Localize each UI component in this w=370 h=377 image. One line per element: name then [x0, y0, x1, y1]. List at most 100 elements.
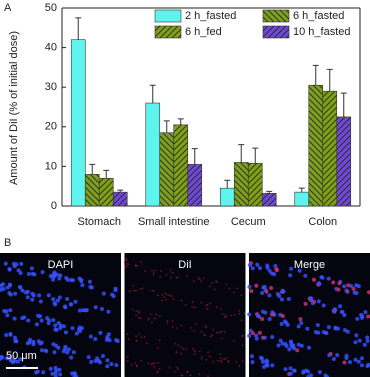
- cell: [286, 296, 291, 301]
- cell: [262, 284, 267, 289]
- cell: [4, 356, 9, 361]
- cell: [260, 316, 265, 321]
- cell: [263, 310, 268, 315]
- cell: [203, 333, 205, 336]
- cell: [345, 329, 350, 334]
- cell: [270, 334, 275, 339]
- cell: [144, 270, 146, 272]
- cell: [86, 355, 91, 360]
- cell: [279, 297, 284, 302]
- cell: [77, 308, 82, 313]
- cell: [260, 359, 265, 364]
- cell: [264, 289, 269, 294]
- cell: [305, 326, 310, 331]
- cell: [191, 306, 193, 308]
- cell: [310, 301, 315, 306]
- cell: [201, 355, 203, 358]
- cell: [70, 278, 75, 283]
- cell: [184, 304, 187, 306]
- cell: [171, 319, 174, 322]
- cell: [5, 313, 10, 318]
- cell: [98, 330, 103, 335]
- bar: [84, 174, 100, 207]
- cell: [110, 292, 115, 297]
- cell: [291, 343, 296, 348]
- cell: [282, 319, 287, 324]
- cell: [280, 314, 285, 319]
- cell: [14, 262, 19, 267]
- cell: [175, 277, 178, 279]
- cell: [159, 339, 161, 342]
- cell: [285, 322, 290, 327]
- cell: [342, 284, 347, 289]
- cell: [34, 322, 39, 327]
- cell: [161, 299, 163, 302]
- cell: [298, 317, 303, 322]
- cell: [53, 374, 58, 377]
- cell: [200, 358, 203, 360]
- cell: [26, 272, 31, 277]
- cell: [296, 324, 301, 329]
- cell: [303, 273, 308, 278]
- error-bar: [252, 147, 259, 164]
- cell: [247, 333, 252, 338]
- cell: [207, 351, 209, 354]
- cell: [225, 316, 227, 318]
- cell: [56, 321, 61, 326]
- cell: [63, 330, 68, 335]
- cell: [225, 283, 228, 286]
- cell: [127, 263, 129, 266]
- cell: [131, 308, 134, 311]
- cell: [243, 312, 246, 314]
- cell: [241, 344, 244, 347]
- cell: [189, 374, 192, 377]
- cell: [52, 301, 57, 306]
- cell: [346, 283, 351, 288]
- cell: [337, 281, 342, 286]
- cell: [299, 320, 304, 325]
- legend-swatch: [154, 9, 182, 23]
- cell: [233, 291, 235, 294]
- cell: [182, 348, 185, 350]
- cell: [288, 366, 293, 371]
- cell: [307, 345, 312, 350]
- cell: [165, 273, 168, 276]
- cell: [154, 269, 156, 272]
- cell: [249, 289, 254, 294]
- cell: [353, 357, 358, 362]
- cell: [235, 361, 238, 363]
- cell: [58, 273, 63, 278]
- legend-label: 10 h_fasted: [293, 26, 351, 38]
- cell: [240, 294, 243, 297]
- cell: [105, 364, 110, 369]
- cell: [152, 271, 155, 274]
- cell: [272, 272, 277, 277]
- cell: [220, 360, 222, 362]
- cell: [135, 289, 137, 292]
- cell: [351, 286, 356, 291]
- cell: [88, 334, 93, 339]
- cell: [64, 275, 69, 280]
- bar: [308, 84, 324, 207]
- cell: [137, 310, 140, 313]
- cell: [140, 359, 142, 362]
- cell: [161, 293, 164, 296]
- error-bar: [312, 64, 319, 86]
- cell: [148, 317, 150, 320]
- image-label: Merge: [294, 259, 325, 271]
- bar: [159, 132, 175, 207]
- cell: [163, 296, 165, 298]
- bar: [336, 116, 352, 207]
- cell: [211, 334, 214, 336]
- cell: [128, 290, 131, 292]
- cell: [344, 288, 349, 293]
- cell: [306, 374, 311, 377]
- cell: [138, 311, 140, 314]
- cell: [147, 318, 149, 321]
- cell: [280, 341, 285, 346]
- bar: [145, 102, 161, 207]
- cell: [269, 286, 274, 291]
- error-bar: [326, 68, 333, 92]
- cell: [366, 314, 370, 319]
